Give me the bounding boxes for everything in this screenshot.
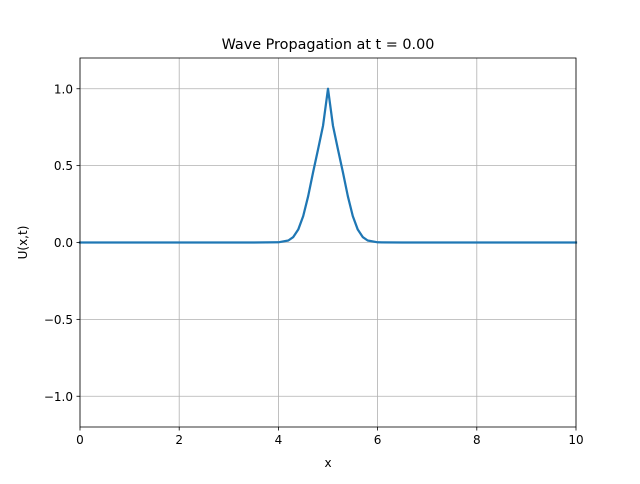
y-axis-label: U(x,t) [16, 226, 30, 260]
y-tick-label: 0.0 [54, 236, 73, 250]
chart-title: Wave Propagation at t = 0.00 [222, 37, 435, 53]
tick-layer: 0 2 4 6 8 10 −1.0 −0.5 0.0 0.5 1.0 [44, 82, 584, 447]
x-axis-label: x [324, 456, 331, 470]
x-tick-label: 6 [374, 433, 382, 447]
x-tick-label: 10 [568, 433, 583, 447]
x-tick-label: 8 [473, 433, 481, 447]
series-line-0 [78, 87, 578, 244]
x-tick-label: 4 [275, 433, 283, 447]
y-tick-label: 0.5 [54, 159, 73, 173]
series-layer [78, 87, 578, 244]
x-tick-label: 2 [175, 433, 183, 447]
y-tick-label: 1.0 [54, 82, 73, 96]
x-tick-label: 0 [76, 433, 84, 447]
y-tick-label: −0.5 [44, 313, 73, 327]
y-tick-label: −1.0 [44, 390, 73, 404]
